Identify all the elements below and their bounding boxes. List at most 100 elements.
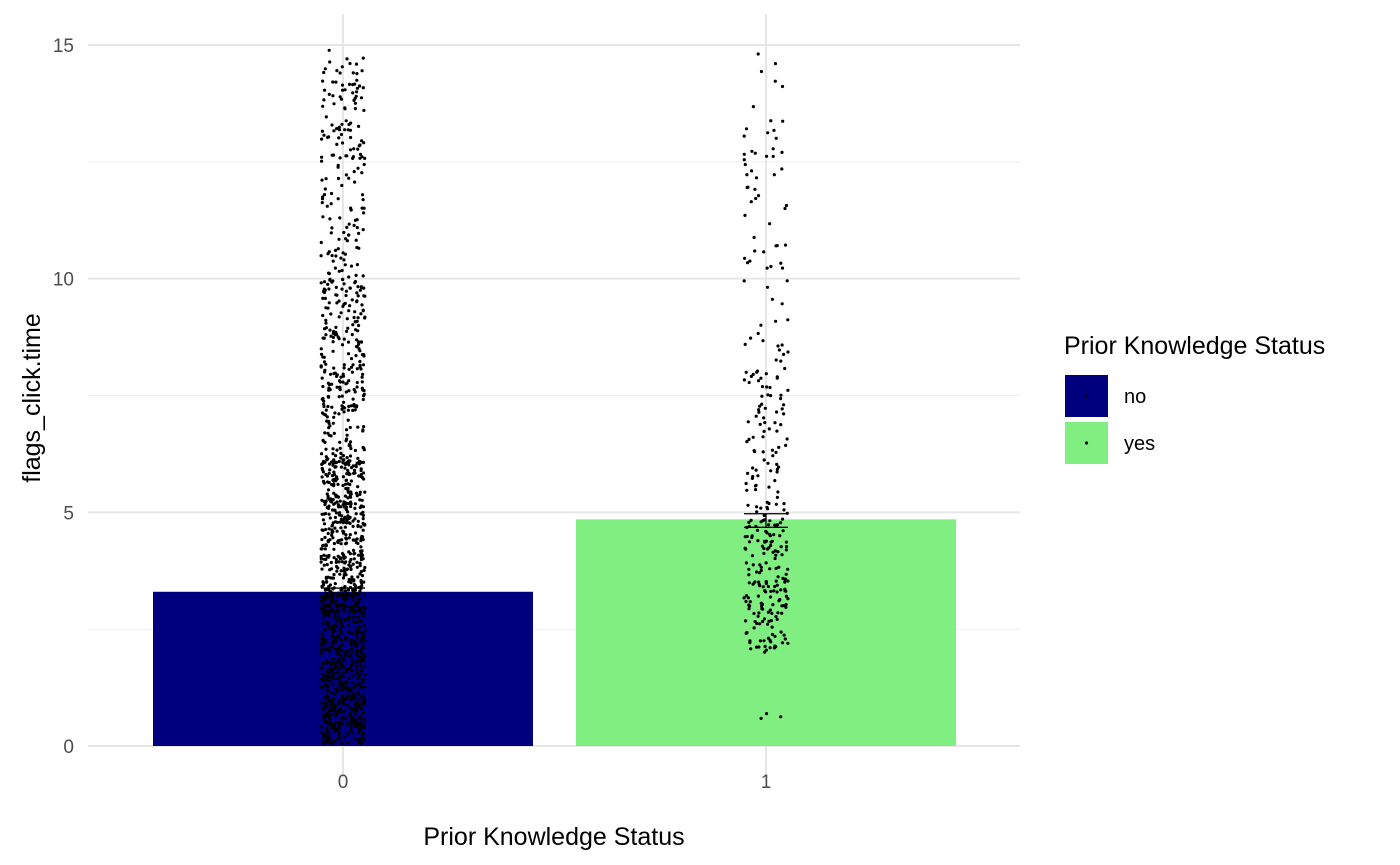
data-point [333,721,337,725]
x-tick-label: 0 [338,772,349,793]
data-point [321,215,325,219]
data-point [332,458,336,462]
data-point [332,541,336,546]
data-point [320,537,324,542]
data-point [349,504,353,509]
data-point [754,468,758,472]
data-point [339,456,343,460]
data-point [360,155,364,159]
data-point [331,279,335,283]
data-point [320,376,324,380]
data-point [331,259,335,263]
data-point [326,252,330,256]
data-point [343,589,348,593]
data-point [754,196,758,201]
data-point [350,669,354,673]
data-point [354,632,358,636]
data-point [355,291,359,295]
data-point [751,435,755,439]
data-point [774,244,778,248]
data-point [360,206,364,210]
data-point [353,408,357,412]
data-point [331,94,335,98]
data-point [327,512,331,516]
data-point [336,671,340,675]
data-point [335,301,339,305]
data-point [749,518,753,522]
data-point [753,187,757,191]
data-point [348,521,352,526]
data-point [779,423,783,427]
data-point [358,572,362,576]
data-point [331,600,335,604]
data-point [357,728,361,732]
data-point [355,380,359,385]
data-point [757,410,761,414]
data-point [759,323,763,327]
data-point [360,498,364,502]
data-point [346,740,350,745]
data-point [342,602,346,607]
data-point [331,672,335,677]
data-point [341,405,345,409]
data-point [756,474,760,478]
data-point [779,630,783,634]
data-point [747,380,751,385]
data-point [354,328,358,332]
data-point [334,648,338,652]
data-point [332,508,336,512]
data-point [347,617,351,621]
data-point [328,583,332,587]
data-point [349,446,353,451]
data-point [354,586,358,590]
data-point [775,429,779,433]
data-point [776,490,780,494]
data-point [776,344,780,348]
data-point [344,618,348,622]
data-point [322,355,326,359]
data-point [350,298,354,302]
data-point [750,149,754,153]
data-point [361,517,365,521]
data-point [329,202,333,206]
data-point [328,388,332,392]
data-point [765,500,769,504]
data-point [348,608,352,613]
data-point [769,264,773,269]
data-point [340,394,344,398]
data-point [338,511,342,515]
data-point [347,404,351,408]
data-point [743,162,747,167]
data-point [327,271,331,275]
data-point [771,603,775,607]
data-point [322,404,326,409]
data-point [764,372,768,376]
data-point [349,718,353,722]
data-point [345,57,349,61]
data-point [742,152,746,156]
data-point [321,596,325,600]
data-point [754,483,758,487]
data-point [335,293,339,297]
data-point [770,297,775,301]
data-point [324,675,328,679]
data-point [363,316,367,320]
data-point [329,609,333,613]
data-point [749,336,753,340]
data-point [340,287,344,291]
data-point [319,240,323,245]
data-point [334,603,338,608]
data-point [784,540,789,544]
data-point [349,502,353,506]
data-point [337,658,341,662]
data-point [335,594,339,598]
data-point [345,518,349,523]
data-point [327,135,331,139]
data-point [333,727,337,731]
data-point [779,715,783,719]
data-point [780,407,784,411]
data-point [335,520,340,525]
data-point [325,621,329,625]
data-point [329,334,333,338]
data-point [320,661,325,665]
